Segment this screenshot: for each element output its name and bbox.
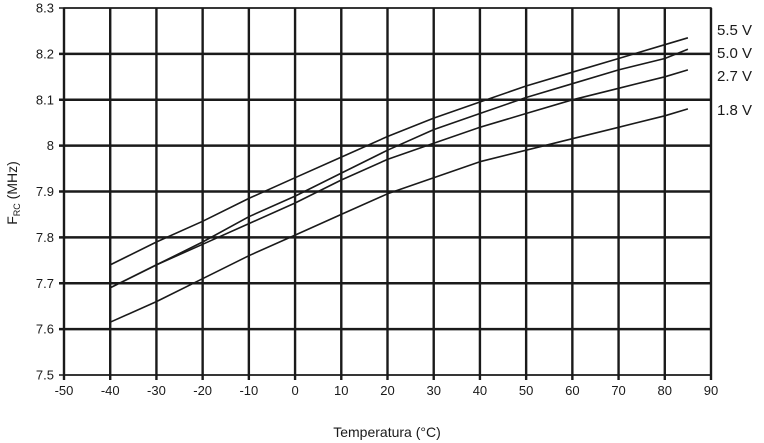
x-tick-label: 10: [334, 383, 348, 398]
y-tick-label: 7.9: [36, 184, 54, 199]
series-line: [109, 108, 689, 323]
y-axis-title-main: F: [4, 216, 20, 225]
x-tick-label: -30: [147, 383, 166, 398]
y-tick-label: 7.5: [36, 368, 54, 383]
y-tick-label: 8: [47, 138, 54, 153]
series-label: 5.5 V: [717, 22, 752, 39]
y-tick-label: 7.8: [36, 230, 54, 245]
series-label: 5.0 V: [717, 45, 752, 62]
y-tick-label: 7.7: [36, 276, 54, 291]
x-tick-label: 60: [565, 383, 579, 398]
series-line: [109, 48, 689, 289]
plot-frame: [63, 7, 712, 376]
y-tick-label: 8.2: [36, 46, 54, 61]
x-tick-label: 20: [380, 383, 394, 398]
y-tick-label: 8.1: [36, 92, 54, 107]
series-label: 1.8 V: [717, 102, 752, 119]
x-tick-labels: -50 -40 -30 -20 -10 0 10 20 30 40 50 60 70 80 90: [55, 383, 719, 398]
x-tick-label: 80: [658, 383, 672, 398]
grid: [59, 7, 713, 380]
x-tick-label: 90: [704, 383, 718, 398]
y-tick-labels: 7.5 7.6 7.7 7.8 7.9 8 8.1 8.2 8.3: [36, 1, 54, 383]
y-axis-title: FRC (MHz): [4, 161, 22, 225]
x-axis-title: Temperatura (°C): [333, 424, 441, 440]
x-tick-label: 40: [473, 383, 487, 398]
x-tick-label: -10: [239, 383, 258, 398]
y-tick-label: 7.6: [36, 322, 54, 337]
x-tick-label: 50: [519, 383, 533, 398]
x-tick-label: 70: [611, 383, 625, 398]
x-tick-label: -20: [193, 383, 212, 398]
y-tick-label: 8.3: [36, 1, 54, 16]
series-lines: [109, 37, 689, 323]
series-labels: 5.5 V 5.0 V 2.7 V 1.8 V: [717, 22, 752, 119]
x-tick-label: 30: [426, 383, 440, 398]
y-axis-title-unit: (MHz): [4, 161, 20, 203]
series-line: [109, 69, 689, 289]
x-tick-label: 0: [291, 383, 298, 398]
x-tick-label: -50: [55, 383, 74, 398]
y-axis-title-subscript: RC: [12, 203, 22, 216]
x-tick-label: -40: [101, 383, 120, 398]
series-label: 2.7 V: [717, 68, 752, 85]
series-line: [109, 37, 689, 266]
